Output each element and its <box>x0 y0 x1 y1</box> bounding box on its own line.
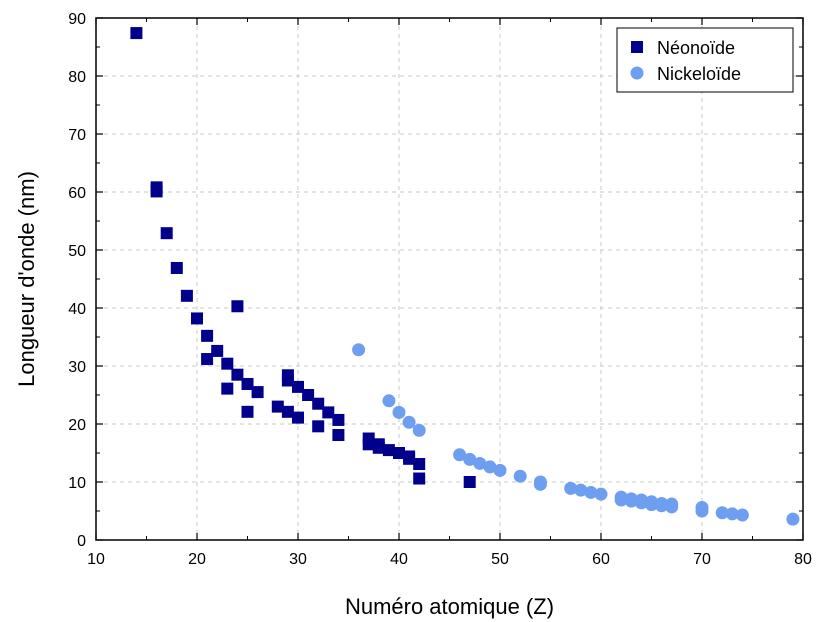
x-tick-label: 20 <box>188 551 206 568</box>
data-point-neonoide <box>302 389 315 401</box>
data-point-nickeloide <box>665 500 679 514</box>
data-point-neonoide <box>393 447 405 459</box>
data-point-nickeloide <box>352 343 366 357</box>
y-tick-label: 90 <box>68 11 86 28</box>
data-point-nickeloide <box>483 460 497 474</box>
data-point-neonoide <box>292 380 304 393</box>
data-point-nickeloide <box>645 498 658 512</box>
data-point-nickeloide <box>594 487 608 501</box>
data-point-nickeloide <box>392 405 406 419</box>
data-point-neonoide <box>201 329 214 342</box>
data-point-nickeloide <box>473 456 487 470</box>
data-point-neonoide <box>211 344 224 357</box>
data-point-nickeloide <box>463 452 477 466</box>
data-point-neonoide <box>332 429 345 442</box>
data-point-neonoide <box>221 357 234 370</box>
data-point-nickeloide <box>725 507 739 521</box>
plot-frame <box>95 17 804 541</box>
y-tick-label: 80 <box>68 69 86 86</box>
data-point-neonoide <box>201 353 214 366</box>
data-point-neonoide <box>191 312 203 325</box>
data-point-neonoide <box>362 438 375 451</box>
data-point-neonoide <box>231 300 244 313</box>
x-tick-label: 10 <box>87 551 105 568</box>
data-point-nickeloide <box>533 477 547 491</box>
x-tick-label: 30 <box>289 551 307 568</box>
data-point-neonoide <box>372 441 385 454</box>
data-point-neonoide <box>221 382 234 395</box>
x-tick-label: 80 <box>794 551 812 568</box>
data-point-neonoide <box>160 227 173 240</box>
data-point-neonoide <box>241 405 254 418</box>
data-point-neonoide <box>281 405 294 418</box>
y-tick-label: 0 <box>77 533 86 550</box>
x-tick-label: 60 <box>592 551 610 568</box>
y-tick-label: 20 <box>68 417 86 434</box>
y-tick-label: 40 <box>68 301 86 318</box>
axis-ticks <box>95 17 804 541</box>
data-points <box>130 27 800 526</box>
data-point-nickeloide <box>695 504 709 518</box>
legend: Néonoïde Nickeloïde <box>616 27 794 93</box>
data-point-nickeloide <box>655 499 669 513</box>
data-point-neonoide <box>281 374 294 387</box>
data-point-neonoide <box>170 261 183 274</box>
legend-marker-neonoide <box>631 41 643 53</box>
data-point-neonoide <box>463 476 476 488</box>
data-point-neonoide <box>322 406 335 419</box>
data-point-neonoide <box>413 472 426 485</box>
data-point-neonoide <box>180 289 193 302</box>
data-point-neonoide <box>292 411 304 424</box>
data-point-nickeloide <box>574 483 588 497</box>
x-tick-label: 70 <box>693 551 711 568</box>
data-point-nickeloide <box>715 506 729 520</box>
y-tick-label: 10 <box>68 475 86 492</box>
data-point-nickeloide <box>735 508 749 522</box>
y-axis-title: Longueur d'onde (nm) <box>14 171 39 387</box>
data-point-neonoide <box>241 377 254 390</box>
data-point-neonoide <box>312 420 325 433</box>
y-tick-label: 50 <box>68 243 86 260</box>
data-point-neonoide <box>231 368 244 381</box>
data-point-nickeloide <box>564 481 578 495</box>
data-point-nickeloide <box>382 394 396 408</box>
x-tick-label: 40 <box>390 551 408 568</box>
legend-marker-nickeloide <box>630 66 644 80</box>
data-point-nickeloide <box>453 448 467 462</box>
data-point-neonoide <box>251 386 264 399</box>
y-tick-label: 70 <box>68 127 86 144</box>
data-point-nickeloide <box>513 469 527 483</box>
data-point-nickeloide <box>412 423 426 437</box>
y-tick-label: 30 <box>68 359 86 376</box>
legend-label-neonoide: Néonoïde <box>657 38 735 58</box>
data-point-nickeloide <box>402 415 416 429</box>
data-point-neonoide <box>332 413 345 426</box>
data-point-nickeloide <box>624 494 638 508</box>
data-point-neonoide <box>382 444 395 457</box>
data-point-nickeloide <box>584 485 598 499</box>
x-tick-label: 50 <box>491 551 509 568</box>
data-point-neonoide <box>271 400 284 413</box>
grid-lines <box>96 18 803 540</box>
data-point-neonoide <box>150 185 163 198</box>
x-axis-title: Numéro atomique (Z) <box>345 594 554 619</box>
data-point-nickeloide <box>614 493 628 507</box>
data-point-neonoide <box>403 452 416 465</box>
data-point-neonoide <box>130 27 143 40</box>
data-point-neonoide <box>413 458 426 471</box>
legend-label-nickeloide: Nickeloïde <box>657 64 741 84</box>
data-point-nickeloide <box>493 463 507 477</box>
data-point-nickeloide <box>786 512 800 526</box>
legend-box <box>616 27 794 93</box>
y-tick-label: 60 <box>68 185 86 202</box>
data-point-neonoide <box>312 397 325 410</box>
data-point-nickeloide <box>634 496 648 510</box>
